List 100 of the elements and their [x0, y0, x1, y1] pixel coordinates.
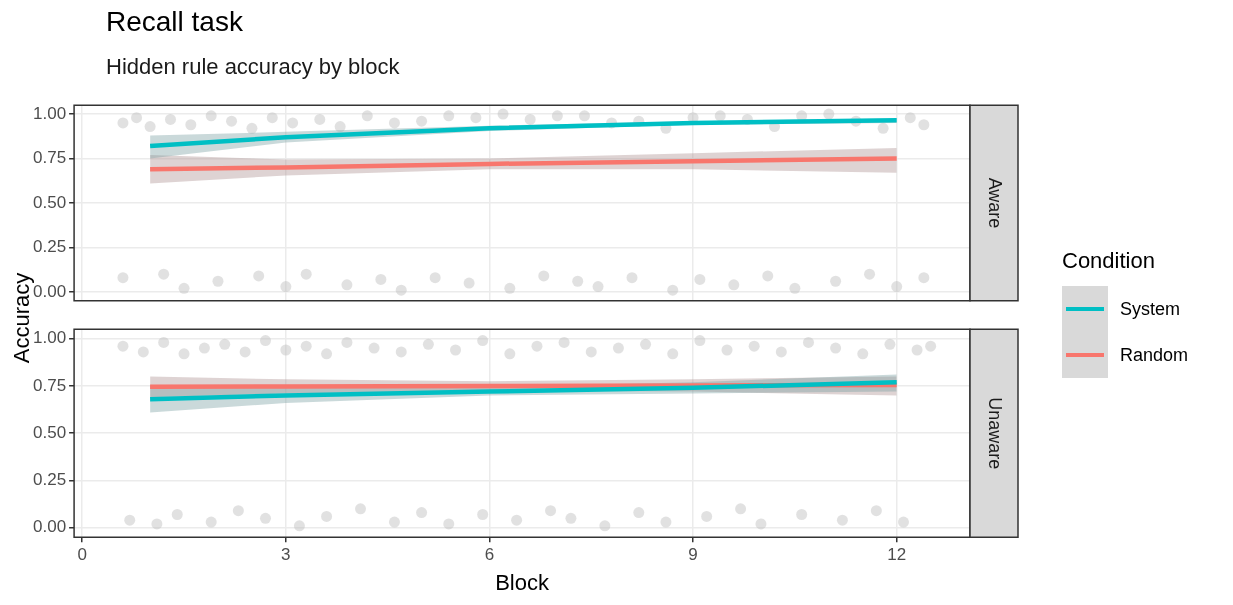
point	[443, 518, 455, 530]
point	[280, 344, 292, 356]
point	[558, 336, 570, 348]
point	[864, 268, 876, 280]
y-axis-title: Accuracy	[9, 272, 34, 364]
point	[171, 509, 183, 521]
point	[592, 281, 604, 293]
point	[667, 348, 679, 360]
point	[388, 516, 400, 528]
point	[565, 512, 577, 524]
point	[293, 520, 305, 532]
point	[918, 119, 930, 131]
point	[796, 509, 808, 521]
y-tick-label: 0.00	[32, 517, 67, 537]
point	[266, 112, 278, 124]
point	[626, 272, 638, 284]
point	[443, 110, 455, 122]
point	[667, 284, 679, 296]
point	[287, 117, 299, 129]
point	[131, 112, 143, 124]
point	[450, 344, 462, 356]
point	[198, 342, 210, 354]
y-tick-label: 1.00	[32, 103, 67, 123]
point	[830, 342, 842, 354]
point	[578, 110, 590, 122]
point	[823, 108, 835, 120]
point	[660, 516, 672, 528]
point	[280, 281, 292, 293]
x-tick-label: 9	[688, 545, 698, 565]
point	[388, 117, 400, 129]
text: Aware	[985, 177, 1006, 229]
point	[538, 270, 550, 282]
point	[789, 282, 801, 294]
x-tick-label: 6	[484, 545, 495, 565]
y-tick-label: 0.75	[32, 148, 67, 168]
point	[531, 340, 543, 352]
point	[300, 268, 312, 280]
point	[300, 340, 312, 352]
point	[232, 505, 244, 517]
point	[178, 348, 190, 360]
point	[395, 284, 407, 296]
x-tick-label: 0	[77, 545, 87, 565]
point	[585, 346, 597, 358]
point	[640, 338, 652, 350]
point	[368, 342, 380, 354]
point	[341, 336, 353, 348]
point	[239, 346, 251, 358]
point	[137, 346, 149, 358]
point	[762, 270, 774, 282]
point	[884, 338, 896, 350]
legend-label: System	[1120, 298, 1181, 320]
point	[178, 282, 190, 294]
y-tick-label: 0.25	[32, 470, 67, 490]
point	[395, 346, 407, 358]
point	[775, 346, 787, 358]
point	[755, 518, 767, 530]
point	[117, 340, 129, 352]
point	[857, 348, 869, 360]
point	[259, 335, 271, 347]
point	[904, 112, 916, 124]
point	[226, 115, 238, 127]
point	[911, 344, 923, 356]
x-tick-label: 3	[281, 545, 291, 565]
point	[694, 335, 706, 347]
point	[375, 273, 387, 285]
point	[511, 514, 523, 526]
point	[321, 348, 333, 360]
chart-title: Recall task	[106, 6, 243, 38]
point	[429, 272, 441, 284]
point	[355, 503, 367, 515]
point	[341, 279, 353, 291]
point	[633, 507, 645, 519]
point	[802, 336, 814, 348]
y-tick-label: 0.75	[32, 375, 67, 395]
point	[205, 516, 217, 528]
point	[361, 110, 373, 122]
point	[891, 281, 903, 293]
text: Unaware	[985, 397, 1006, 470]
point	[477, 509, 489, 521]
y-tick-label: 0.50	[32, 192, 67, 212]
point	[545, 505, 557, 517]
point	[504, 282, 516, 294]
point	[735, 503, 747, 515]
point	[551, 110, 563, 122]
point	[504, 348, 516, 360]
point	[830, 275, 842, 287]
point	[572, 275, 584, 287]
legend-label: Random	[1120, 344, 1189, 366]
y-tick-label: 1.00	[32, 328, 67, 348]
point	[205, 110, 217, 122]
point	[870, 505, 882, 517]
point	[314, 113, 326, 125]
point	[694, 273, 706, 285]
point	[470, 112, 482, 124]
point	[524, 113, 536, 125]
point	[151, 518, 163, 530]
y-tick-label: 0.50	[32, 422, 67, 442]
point	[144, 121, 156, 133]
point	[117, 117, 129, 129]
point	[463, 277, 475, 289]
